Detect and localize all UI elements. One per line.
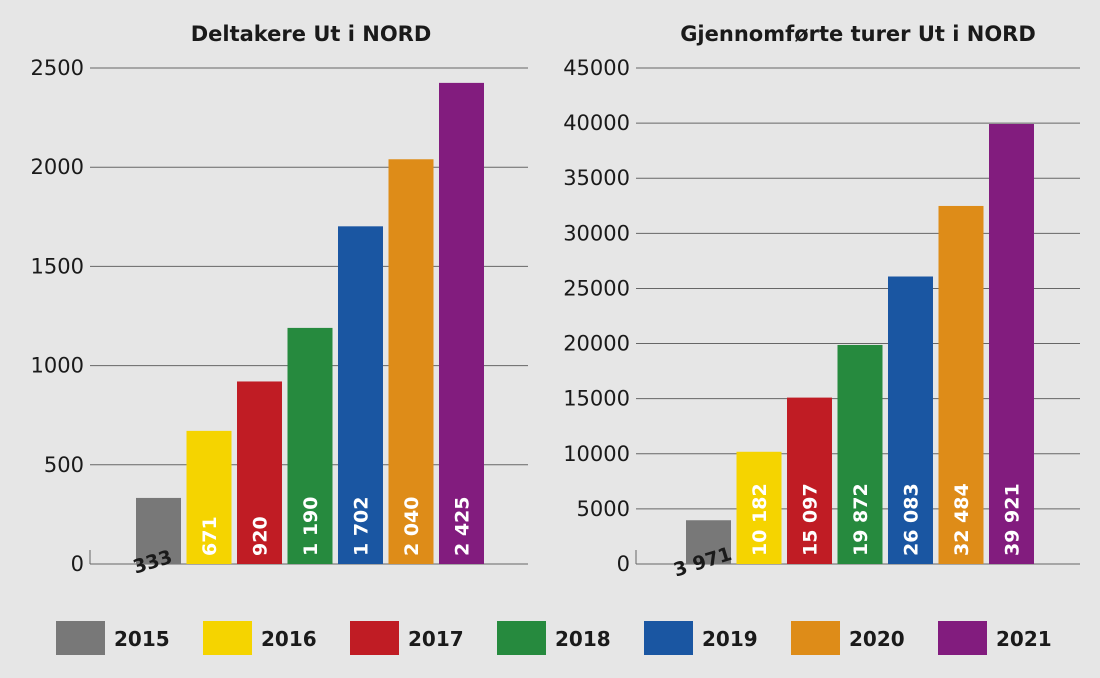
- chart-title-trips: Gjennomførte turer Ut i NORD: [680, 22, 1036, 46]
- y-tick-label: 0: [71, 552, 84, 576]
- legend-label-2018: 2018: [555, 627, 611, 651]
- bar-2021: [439, 82, 484, 564]
- legend-swatch-2017: [350, 621, 399, 655]
- y-tick-label: 500: [44, 453, 84, 477]
- data-label: 19 872: [850, 483, 872, 556]
- legend-label-2020: 2020: [849, 627, 905, 651]
- legend-label-2016: 2016: [261, 627, 317, 651]
- y-tick-label: 15000: [563, 387, 630, 411]
- bar-2020: [388, 159, 434, 564]
- y-tick-label: 35000: [563, 166, 630, 190]
- bar-2015: [686, 520, 731, 564]
- legend-label-2015: 2015: [114, 627, 170, 651]
- y-tick-label: 20000: [563, 332, 630, 356]
- bar-2016: [736, 451, 782, 564]
- chart-title-participants: Deltakere Ut i NORD: [191, 22, 432, 46]
- y-tick-label: 2500: [31, 56, 84, 80]
- data-label: 32 484: [951, 483, 973, 556]
- bar-2017: [787, 397, 832, 564]
- y-tick-label: 45000: [563, 56, 630, 80]
- bar-2021: [989, 123, 1034, 564]
- data-label: 26 083: [901, 483, 923, 556]
- bar-2020: [938, 205, 984, 564]
- y-tick-label: 2000: [31, 155, 84, 179]
- data-label: 10 182: [749, 483, 771, 556]
- y-tick-label: 5000: [577, 497, 630, 521]
- legend-swatch-2020: [791, 621, 840, 655]
- legend-swatch-2015: [56, 621, 105, 655]
- y-tick-label: 0: [617, 552, 630, 576]
- legend: 2015 2016 2017 2018 2019 2020 2021: [56, 621, 1052, 655]
- legend-label-2019: 2019: [702, 627, 758, 651]
- y-tick-label: 30000: [563, 221, 630, 245]
- trips-chart: 0 5000 10000 15000 20000 25000 30000 35000 40000…: [563, 56, 1080, 581]
- data-label: 2 040: [401, 497, 423, 557]
- data-label: 1 702: [351, 497, 373, 557]
- legend-swatch-2016: [203, 621, 252, 655]
- legend-label-2021: 2021: [996, 627, 1052, 651]
- data-label: 920: [250, 516, 272, 556]
- bar-2018: [837, 344, 883, 564]
- legend-swatch-2018: [497, 621, 546, 655]
- y-tick-label: 40000: [563, 111, 630, 135]
- data-label: 671: [199, 516, 221, 556]
- legend-label-2017: 2017: [408, 627, 464, 651]
- bar-2015: [136, 497, 181, 564]
- data-label: 2 425: [452, 497, 474, 557]
- bar-2019: [338, 226, 383, 565]
- data-label: 15 097: [800, 483, 822, 556]
- legend-swatch-2019: [644, 621, 693, 655]
- y-tick-label: 10000: [563, 442, 630, 466]
- y-tick-label: 1000: [31, 354, 84, 378]
- y-tick-label: 1500: [31, 254, 84, 278]
- bar-2019: [888, 276, 933, 564]
- bar-2016: [186, 430, 232, 564]
- legend-swatch-2021: [938, 621, 987, 655]
- y-tick-label: 25000: [563, 276, 630, 300]
- bar-2017: [237, 381, 282, 564]
- data-label: 39 921: [1002, 483, 1024, 556]
- bar-2018: [287, 327, 333, 564]
- data-label: 1 190: [300, 497, 322, 557]
